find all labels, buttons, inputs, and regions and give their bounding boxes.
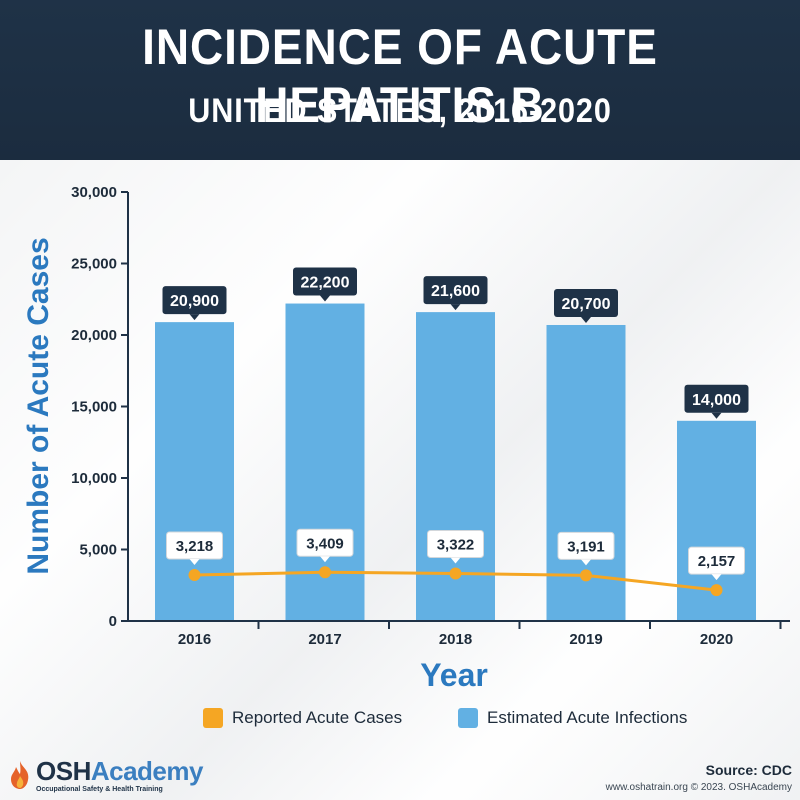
line-value-label-2016: 3,218 (176, 538, 214, 555)
line-label-pointer-2018 (450, 557, 461, 564)
x-tick-label-2020: 2020 (700, 631, 733, 648)
bar-label-pointer-2020 (711, 412, 722, 419)
legend-item-reported: Reported Acute Cases (203, 708, 402, 728)
reported-point-2016 (188, 568, 201, 581)
y-axis-title: Number of Acute Cases (22, 237, 55, 574)
credit-note: www.oshatrain.org © 2023. OSHAcademy (605, 782, 792, 793)
line-value-label-2019: 3,191 (567, 538, 605, 555)
line-value-label-2018: 3,322 (437, 536, 475, 553)
bar-value-label-2017: 22,200 (301, 275, 350, 292)
chart-title: INCIDENCE OF ACUTE HEPATITIS B (142, 19, 658, 133)
line-label-pointer-2017 (320, 556, 330, 563)
source-note: Source: CDC (705, 762, 792, 778)
x-tick-label-2017: 2017 (308, 631, 341, 648)
bar-value-label-2016: 20,900 (170, 293, 219, 310)
bar-label-box-2020 (684, 384, 749, 413)
reported-point-2020 (710, 584, 723, 597)
logo-tagline: Occupational Safety & Health Training (36, 786, 163, 793)
legend-label-reported: Reported Acute Cases (232, 708, 403, 727)
legend: Reported Acute Cases Estimated Acute Inf… (0, 708, 800, 738)
bar-label-box-2018 (423, 276, 488, 305)
legend-item-estimated: Estimated Acute Infections (458, 708, 687, 728)
bar-label-box-2019 (554, 288, 618, 317)
y-tick-label-25000: 25,000 (71, 256, 117, 273)
reported-point-2019 (580, 569, 592, 582)
y-tick-label-10000: 10,000 (71, 470, 117, 487)
line-label-pointer-2019 (581, 559, 591, 566)
legend-swatch-reported (203, 708, 223, 728)
bar-label-box-2016 (162, 286, 227, 315)
logo-wordmark: OSHAcademy (36, 756, 203, 787)
bar-label-pointer-2016 (189, 314, 200, 321)
x-tick-label-2016: 2016 (178, 631, 211, 648)
bar-label-box-2017 (293, 267, 357, 296)
legend-label-estimated: Estimated Acute Infections (487, 708, 688, 727)
bar-value-label-2019: 20,700 (562, 296, 611, 313)
logo-name-accent: Academy (90, 756, 204, 786)
header-banner: INCIDENCE OF ACUTE HEPATITIS B UNITED ST… (0, 0, 800, 160)
logo-name-dark: OSH (36, 756, 91, 786)
y-tick-label-0: 0 (109, 613, 117, 630)
y-tick-label-30000: 30,000 (71, 184, 117, 201)
oshacademy-logo: OSHAcademy Occupational Safety & Health … (8, 756, 203, 796)
line-value-label-2017: 3,409 (306, 535, 344, 552)
bar-label-pointer-2018 (450, 304, 461, 311)
line-label-pointer-2020 (711, 574, 722, 581)
legend-swatch-estimated (458, 708, 478, 728)
chart-subtitle: UNITED STATES, 2016-2020 (188, 92, 612, 130)
bar-value-label-2020: 14,000 (692, 392, 741, 409)
reported-point-2017 (319, 566, 331, 579)
y-tick-label-5000: 5,000 (79, 542, 117, 559)
x-tick-label-2018: 2018 (439, 631, 472, 648)
x-axis-title: Year (420, 657, 488, 693)
y-tick-label-20000: 20,000 (71, 327, 117, 344)
bar-value-label-2018: 21,600 (431, 283, 480, 300)
background (0, 160, 800, 800)
flame-icon (11, 761, 29, 789)
reported-point-2018 (449, 567, 462, 580)
x-tick-label-2019: 2019 (569, 631, 602, 648)
line-label-pointer-2016 (189, 558, 200, 565)
line-value-label-2020: 2,157 (698, 553, 736, 570)
bar-label-pointer-2017 (320, 295, 330, 302)
y-tick-label-15000: 15,000 (71, 399, 117, 416)
bar-label-pointer-2019 (581, 316, 591, 323)
